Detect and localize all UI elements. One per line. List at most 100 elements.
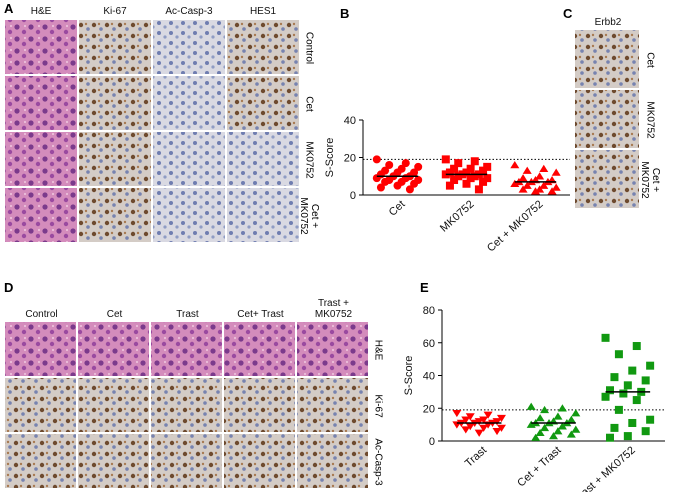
- y-tick-label: 60: [423, 338, 435, 350]
- data-point: [465, 413, 475, 421]
- column-label: Cet: [106, 309, 123, 320]
- data-point: [619, 389, 628, 398]
- micrograph: [227, 20, 299, 74]
- y-tick-label: 20: [423, 403, 435, 415]
- data-point: [571, 409, 581, 417]
- data-point: [462, 168, 471, 177]
- data-point: [483, 174, 492, 183]
- micrograph: [5, 20, 77, 74]
- data-point: [466, 164, 475, 173]
- row-label: Ac-Casp-3: [372, 438, 384, 486]
- micrograph: [151, 434, 222, 488]
- data-point: [381, 177, 390, 186]
- data-point: [483, 411, 493, 419]
- micrograph: [79, 132, 151, 186]
- micrograph: [575, 150, 639, 208]
- data-point: [553, 412, 563, 420]
- y-tick-label: 40: [344, 115, 356, 127]
- row-label: Ki-67: [372, 394, 384, 418]
- micrograph: [575, 90, 639, 148]
- micrograph: [575, 30, 639, 88]
- data-point: [535, 428, 545, 437]
- x-tick-label: Cet + MK0752: [485, 198, 546, 254]
- column-label: Trast: [176, 309, 199, 320]
- data-point: [410, 179, 419, 188]
- data-point: [641, 376, 650, 385]
- data-point: [454, 159, 463, 168]
- micrograph: [297, 378, 368, 432]
- data-point: [479, 177, 488, 186]
- y-axis-label: S-Score: [324, 138, 336, 178]
- data-point: [450, 164, 459, 173]
- row-label: H&E: [372, 339, 384, 361]
- x-tick-label: Trast + MK0752: [572, 444, 638, 492]
- micrograph: [151, 322, 222, 376]
- micrograph: [78, 434, 149, 488]
- micrograph: [153, 188, 225, 242]
- data-point: [462, 179, 471, 188]
- data-point: [522, 181, 532, 189]
- data-point: [401, 159, 410, 168]
- data-point: [623, 432, 632, 441]
- data-point: [452, 409, 462, 418]
- data-point: [605, 386, 614, 395]
- row-label: Cet + MK0752: [639, 161, 661, 199]
- data-point: [510, 161, 520, 169]
- data-point: [405, 185, 414, 194]
- data-point: [492, 427, 502, 436]
- column-label: Ac-Casp-3: [165, 6, 213, 17]
- panel-letter: E: [420, 280, 429, 295]
- data-point: [566, 430, 576, 438]
- y-tick-label: 0: [350, 190, 356, 202]
- micrograph: [227, 76, 299, 130]
- micrograph: [224, 322, 295, 376]
- data-point: [539, 181, 549, 189]
- micrograph: [5, 378, 76, 432]
- data-point: [601, 392, 610, 401]
- panel-letter: D: [4, 280, 14, 295]
- data-point: [445, 181, 454, 190]
- micrograph: [5, 434, 76, 488]
- data-point: [465, 423, 475, 431]
- data-point: [441, 155, 450, 164]
- y-tick-label: 0: [429, 436, 435, 448]
- data-point: [557, 404, 567, 412]
- row-label: Cet + MK0752: [298, 197, 320, 235]
- micrograph: [151, 378, 222, 432]
- data-point: [518, 174, 528, 182]
- data-point: [605, 433, 614, 442]
- micrograph: [227, 188, 299, 242]
- micrograph: [5, 322, 76, 376]
- data-point: [526, 420, 536, 428]
- column-label: Ki-67: [103, 6, 127, 17]
- data-point: [632, 342, 641, 351]
- data-point: [551, 183, 561, 191]
- row-label: MK0752: [303, 141, 315, 179]
- data-point: [483, 162, 492, 171]
- panel-letter: A: [4, 1, 14, 16]
- y-axis-label: S-Score: [403, 356, 415, 396]
- column-label: H&E: [30, 6, 52, 17]
- data-point: [474, 185, 483, 194]
- y-tick-label: 20: [344, 153, 356, 165]
- data-point: [496, 414, 506, 423]
- data-point: [479, 166, 488, 175]
- data-point: [553, 427, 563, 435]
- micrograph: [153, 20, 225, 74]
- data-point: [510, 179, 520, 187]
- micrograph: [227, 132, 299, 186]
- data-point: [549, 432, 558, 440]
- data-point: [450, 176, 459, 184]
- data-point: [470, 157, 479, 166]
- micrograph: [297, 434, 368, 488]
- micrograph: [78, 322, 149, 376]
- data-point: [372, 174, 381, 183]
- data-point: [461, 416, 471, 424]
- micrograph: [297, 322, 368, 376]
- data-point: [551, 168, 561, 176]
- data-point: [540, 405, 550, 414]
- x-tick-label: Cet + Trast: [515, 444, 563, 489]
- data-point: [601, 333, 610, 342]
- micrograph: [5, 76, 77, 130]
